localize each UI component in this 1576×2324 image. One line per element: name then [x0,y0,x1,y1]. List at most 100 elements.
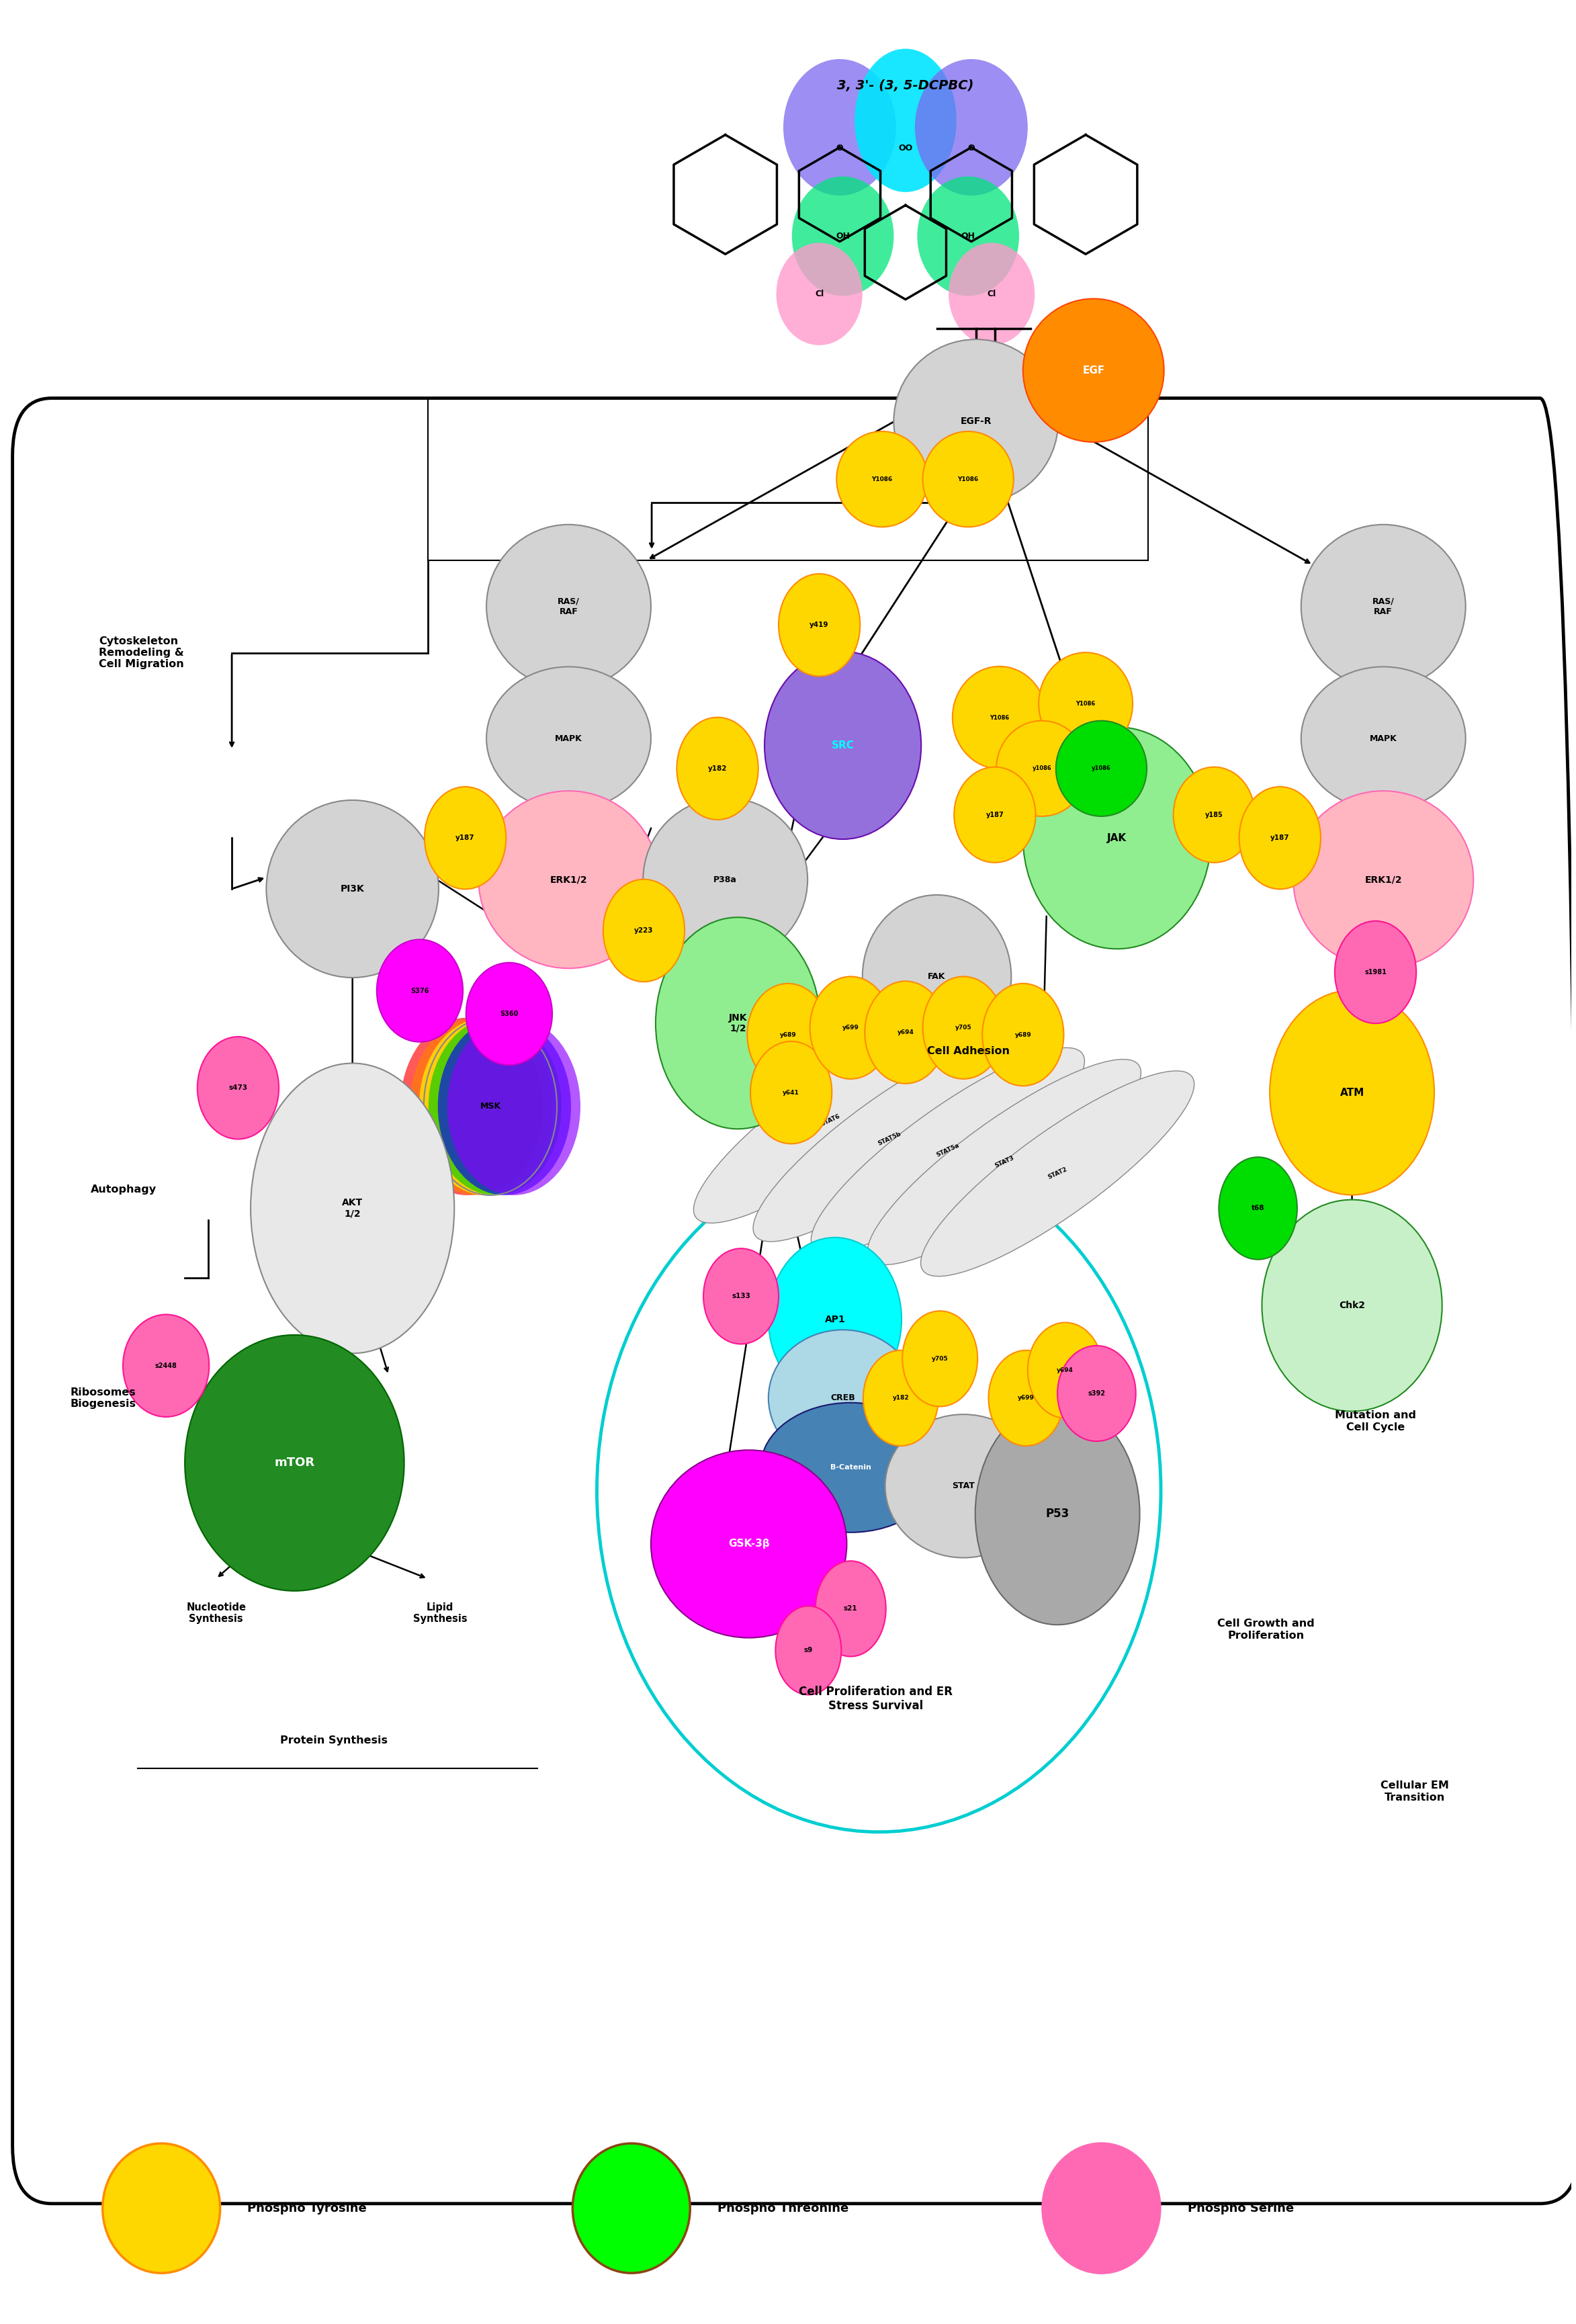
Text: y699: y699 [842,1025,859,1032]
Text: s1981: s1981 [1365,969,1387,976]
Text: S376: S376 [411,988,429,995]
Ellipse shape [487,667,651,811]
Ellipse shape [424,788,506,890]
Text: y694: y694 [897,1030,914,1037]
Ellipse shape [429,1018,561,1195]
Text: STAT3: STAT3 [993,1155,1015,1169]
Ellipse shape [419,1018,552,1195]
Ellipse shape [953,767,1035,862]
Ellipse shape [479,790,659,969]
Ellipse shape [572,2143,690,2273]
Ellipse shape [903,1311,977,1406]
Text: Cytoskeleton
Remodeling &
Cell Migration: Cytoskeleton Remodeling & Cell Migration [99,637,184,669]
Text: STAT: STAT [952,1483,976,1490]
Ellipse shape [815,1562,886,1657]
Ellipse shape [1043,2143,1160,2273]
Text: STAT5a: STAT5a [935,1143,960,1157]
Text: Phospho Threonine: Phospho Threonine [717,2203,848,2215]
Text: OO: OO [898,144,913,153]
Text: JAK: JAK [1108,832,1127,844]
Text: OH: OH [835,232,849,239]
Ellipse shape [982,983,1064,1085]
Text: s392: s392 [1087,1390,1105,1397]
Text: y419: y419 [810,621,829,627]
Ellipse shape [894,339,1057,504]
Ellipse shape [466,962,552,1064]
Text: Chk2: Chk2 [1340,1301,1365,1311]
Ellipse shape [996,720,1087,816]
Ellipse shape [867,1060,1141,1264]
Ellipse shape [769,1329,917,1466]
Ellipse shape [676,718,758,820]
Ellipse shape [1294,790,1474,969]
Text: mTOR: mTOR [274,1457,315,1469]
Text: Lipid
Synthesis: Lipid Synthesis [413,1604,466,1624]
Ellipse shape [886,1415,1042,1557]
Text: y641: y641 [783,1090,799,1095]
Text: O: O [968,144,976,153]
Text: y182: y182 [892,1394,909,1401]
Text: Cl: Cl [987,290,996,297]
Text: Cell Adhesion: Cell Adhesion [927,1046,1010,1055]
Text: y689: y689 [780,1032,796,1039]
Ellipse shape [197,1037,279,1139]
Ellipse shape [1302,525,1466,688]
Text: PI3K: PI3K [340,883,364,892]
Text: Cellular EM
Transition: Cellular EM Transition [1381,1780,1448,1803]
Text: Mutation and
Cell Cycle: Mutation and Cell Cycle [1335,1411,1417,1432]
Text: STAT6: STAT6 [820,1113,842,1127]
Ellipse shape [1023,727,1210,948]
Text: y187: y187 [455,834,474,841]
Text: Phospho Serine: Phospho Serine [1187,2203,1294,2215]
Text: Y1086: Y1086 [872,476,892,481]
Ellipse shape [775,1606,842,1694]
Ellipse shape [750,1041,832,1143]
Text: y1086: y1086 [1092,765,1111,772]
Text: y694: y694 [1057,1367,1073,1373]
Text: P53: P53 [1045,1508,1069,1520]
Text: Protein Synthesis: Protein Synthesis [281,1736,388,1745]
Ellipse shape [1028,1322,1103,1418]
Ellipse shape [1302,667,1466,811]
Text: OH: OH [961,232,976,239]
Ellipse shape [862,895,1012,1060]
Ellipse shape [123,1315,210,1418]
Ellipse shape [448,1018,580,1195]
Ellipse shape [1023,300,1165,442]
Text: Y1086: Y1086 [990,713,1009,720]
Text: RAS/
RAF: RAS/ RAF [558,597,580,616]
Ellipse shape [949,242,1035,346]
Text: EGF-R: EGF-R [960,416,991,425]
Ellipse shape [747,983,829,1085]
Text: s473: s473 [229,1085,247,1092]
Ellipse shape [761,1404,941,1532]
Ellipse shape [1039,653,1133,755]
Ellipse shape [438,1018,571,1195]
Text: Autophagy: Autophagy [91,1185,156,1195]
Ellipse shape [1262,1199,1442,1411]
Text: 3, 3'- (3, 5-DCPBC): 3, 3'- (3, 5-DCPBC) [837,79,974,93]
Text: t68: t68 [1251,1204,1264,1211]
Ellipse shape [1335,920,1417,1023]
Ellipse shape [916,58,1028,195]
Text: Cell Growth and
Proliferation: Cell Growth and Proliferation [1217,1620,1314,1641]
Ellipse shape [753,1037,1026,1241]
Text: CREB: CREB [831,1394,856,1401]
Ellipse shape [920,1071,1195,1276]
Ellipse shape [917,177,1020,295]
Ellipse shape [779,574,860,676]
Text: S360: S360 [500,1011,519,1018]
Ellipse shape [837,432,927,528]
Ellipse shape [783,58,897,195]
Text: B-Catenin: B-Catenin [831,1464,872,1471]
Ellipse shape [922,432,1013,528]
Text: y1086: y1086 [1032,765,1051,772]
Text: Y1086: Y1086 [958,476,979,481]
Ellipse shape [102,2143,221,2273]
Ellipse shape [1056,720,1147,816]
Text: FAK: FAK [928,971,946,981]
Text: y689: y689 [1015,1032,1031,1039]
Ellipse shape [988,1350,1064,1446]
Ellipse shape [410,1018,542,1195]
Ellipse shape [791,177,894,295]
